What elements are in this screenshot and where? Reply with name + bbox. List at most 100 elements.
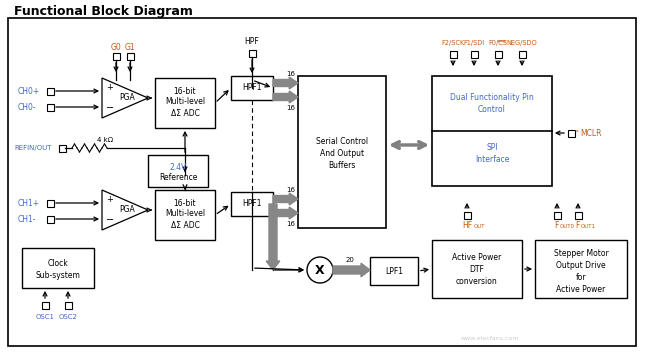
Text: −: − (106, 215, 114, 225)
Text: MCLR: MCLR (580, 128, 602, 138)
Text: LPF1: LPF1 (385, 267, 403, 275)
Text: 16: 16 (286, 187, 295, 193)
Bar (568, 130, 575, 137)
Text: X: X (315, 263, 325, 276)
Text: Active Power: Active Power (557, 286, 606, 294)
Text: Active Power: Active Power (452, 253, 502, 263)
Text: +: + (106, 196, 114, 204)
FancyArrow shape (333, 263, 370, 277)
Text: Interface: Interface (475, 156, 509, 164)
Bar (450, 50, 457, 58)
Bar (575, 211, 582, 219)
Text: Clock: Clock (48, 259, 68, 269)
Bar (41, 301, 48, 309)
Text: for: for (576, 274, 586, 282)
Text: 4 kΩ: 4 kΩ (97, 137, 113, 143)
Circle shape (307, 257, 333, 283)
Text: 16-bit: 16-bit (174, 86, 196, 96)
Bar (370, 257, 418, 285)
Bar (519, 50, 526, 58)
Text: Reference: Reference (159, 174, 197, 183)
Text: 16: 16 (286, 105, 295, 111)
Text: F: F (575, 221, 579, 229)
Text: +: + (106, 84, 114, 92)
Text: Sub-system: Sub-system (35, 271, 81, 281)
Text: And Output: And Output (320, 150, 364, 158)
Bar (432, 240, 522, 298)
Text: F0/CS: F0/CS (488, 40, 508, 46)
Text: F1/SDI: F1/SDI (464, 40, 484, 46)
Text: PGA: PGA (119, 94, 135, 102)
Bar (46, 215, 54, 222)
Bar (155, 78, 215, 128)
Bar (248, 49, 255, 56)
Bar (432, 76, 552, 186)
Text: ΔΣ ADC: ΔΣ ADC (170, 109, 199, 119)
Text: Functional Block Diagram: Functional Block Diagram (14, 6, 193, 18)
Text: G0: G0 (111, 42, 121, 52)
Text: OSC2: OSC2 (59, 314, 77, 320)
FancyArrow shape (273, 193, 298, 205)
Text: CH1+: CH1+ (18, 198, 40, 208)
Text: www.elecfans.com: www.elecfans.com (461, 335, 519, 341)
Polygon shape (102, 78, 148, 118)
Text: DTF: DTF (470, 265, 484, 275)
Text: CH0-: CH0- (18, 102, 37, 112)
Polygon shape (102, 190, 148, 230)
Text: 20: 20 (346, 257, 355, 263)
Text: −: − (106, 103, 114, 113)
Text: OUT0: OUT0 (560, 225, 575, 229)
Text: HPF: HPF (244, 37, 259, 47)
Text: 16: 16 (286, 71, 295, 77)
Text: Multi-level: Multi-level (165, 97, 205, 107)
Bar (231, 76, 273, 100)
FancyArrow shape (273, 77, 298, 89)
Text: CH0+: CH0+ (18, 86, 40, 96)
Text: Control: Control (478, 106, 506, 114)
FancyArrow shape (266, 204, 280, 270)
Text: 2.4V: 2.4V (170, 162, 186, 172)
Bar (535, 240, 627, 298)
Text: 16: 16 (286, 221, 295, 227)
Text: 16-bit: 16-bit (174, 198, 196, 208)
Text: Output Drive: Output Drive (556, 262, 606, 270)
Text: Multi-level: Multi-level (165, 209, 205, 219)
Text: F: F (554, 221, 559, 229)
Text: HF: HF (462, 221, 472, 229)
Text: HPF1: HPF1 (243, 84, 262, 92)
Bar (112, 53, 119, 60)
Text: Serial Control: Serial Control (316, 138, 368, 146)
Text: ΔΣ ADC: ΔΣ ADC (170, 221, 199, 231)
Text: OSC1: OSC1 (35, 314, 54, 320)
Text: Buffers: Buffers (328, 162, 355, 170)
Text: conversion: conversion (456, 277, 498, 287)
Bar (126, 53, 134, 60)
Text: HPF1: HPF1 (243, 199, 262, 209)
FancyArrow shape (273, 91, 298, 103)
Bar (231, 192, 273, 216)
Bar (470, 50, 477, 58)
Text: PGA: PGA (119, 205, 135, 215)
Text: NEG/SDO: NEG/SDO (506, 40, 537, 46)
Bar (64, 301, 72, 309)
Text: G1: G1 (124, 42, 135, 52)
Text: Stepper Motor: Stepper Motor (553, 250, 608, 258)
Bar (553, 211, 561, 219)
Text: SPI: SPI (486, 144, 498, 152)
Text: Dual Functionality Pin: Dual Functionality Pin (450, 94, 534, 102)
FancyArrow shape (273, 207, 298, 219)
Bar (298, 76, 386, 228)
Bar (46, 199, 54, 207)
Bar (59, 144, 66, 151)
Bar (495, 50, 502, 58)
Text: F2/SCK: F2/SCK (441, 40, 464, 46)
Text: REFIN/OUT: REFIN/OUT (14, 145, 52, 151)
Bar (155, 190, 215, 240)
Bar (22, 248, 94, 288)
Bar (148, 155, 208, 187)
Bar (46, 88, 54, 95)
Text: OUT: OUT (474, 225, 486, 229)
Bar (46, 103, 54, 110)
Text: OUT1: OUT1 (581, 225, 596, 229)
Text: CH1-: CH1- (18, 215, 37, 223)
